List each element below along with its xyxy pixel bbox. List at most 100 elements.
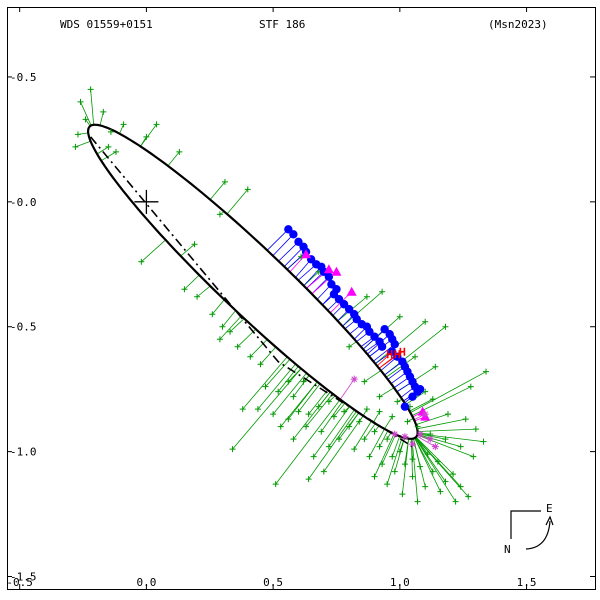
micrometer-point (120, 121, 127, 128)
star-point (401, 433, 409, 441)
micrometer-point (422, 483, 429, 490)
micrometer-residual-line (250, 339, 268, 357)
micrometer-residual-line (362, 408, 368, 416)
micrometer-residual-line (342, 291, 383, 327)
micrometer-point (429, 396, 436, 403)
micrometer-point (143, 133, 150, 140)
micrometer-point (457, 443, 464, 450)
micrometer-point (310, 453, 317, 460)
micrometer-residual-line (391, 436, 401, 457)
micrometer-residual-line (328, 409, 355, 447)
star-point (421, 410, 429, 418)
y-tick-label: -1.5 (10, 571, 37, 584)
micrometer-residual-line (90, 89, 95, 125)
micrometer-point (384, 436, 391, 443)
micrometer-point (371, 473, 378, 480)
micrometer-point (153, 121, 160, 128)
x-tick-label: 0.5 (263, 576, 283, 589)
micrometer-point (290, 436, 297, 443)
x-tick-label: 1.5 (517, 576, 537, 589)
micrometer-residual-line (417, 418, 466, 430)
speckle-residual-line (266, 229, 289, 251)
micrometer-point (366, 453, 373, 460)
micrometer-residual-line (293, 391, 331, 440)
y-tick-label: -0.5 (10, 71, 37, 84)
micrometer-point (105, 143, 112, 150)
micrometer-point (305, 411, 312, 418)
micrometer-residual-line (394, 437, 405, 472)
micrometer-point (216, 211, 223, 218)
micrometer-point (467, 383, 474, 390)
micrometer-residual-line (308, 389, 329, 415)
micrometer-residual-line (364, 370, 382, 383)
micrometer-point (270, 411, 277, 418)
micrometer-point (346, 343, 353, 350)
micrometer-residual-line (275, 399, 341, 485)
speckle-point (289, 230, 298, 239)
micrometer-point (445, 411, 451, 418)
micrometer-point (389, 413, 396, 420)
micrometer-point (371, 428, 378, 435)
micrometer-point (363, 406, 370, 413)
micrometer-point (376, 393, 383, 400)
micrometer-residual-line (75, 140, 91, 148)
speckle-residual-line (278, 241, 299, 262)
micrometer-residual-line (257, 363, 296, 410)
micrometer-residual-line (417, 434, 474, 457)
micrometer-point (384, 481, 391, 488)
star-point (416, 430, 424, 438)
micrometer-point (363, 293, 370, 300)
micrometer-point (74, 131, 81, 138)
x-tick-label: 0.0 (136, 576, 156, 589)
micrometer-residual-line (119, 124, 124, 134)
micrometer-point (396, 313, 403, 320)
micrometer-point (176, 148, 183, 155)
star-point (391, 430, 399, 438)
micrometer-residual-line (414, 437, 441, 492)
micrometer-point (379, 461, 386, 468)
measurement-marks (72, 86, 490, 505)
micrometer-residual-line (242, 356, 288, 410)
micrometer-residual-line (308, 411, 357, 480)
micrometer-point (219, 323, 226, 330)
micrometer-residual-line (219, 315, 242, 340)
micrometer-residual-line (333, 402, 346, 417)
micrometer-point (112, 148, 119, 155)
header-wds-id: WDS 01559+0151 (60, 18, 153, 31)
star-residual-line (416, 435, 436, 447)
micrometer-point (285, 378, 292, 385)
compass-arrowhead (545, 515, 554, 526)
micrometer-point (295, 408, 302, 415)
micrometer-point (277, 423, 284, 430)
micrometer-residual-line (374, 425, 380, 432)
micrometer-residual-line (167, 151, 180, 167)
micrometer-point (305, 476, 312, 483)
micrometer-point (82, 116, 89, 123)
star-residual-line (417, 434, 431, 440)
micrometer-point (272, 481, 279, 488)
measurement-residual-lines (75, 89, 487, 502)
compass-north-label: N (504, 543, 511, 556)
speckle-point (408, 392, 417, 401)
bracket-point (399, 347, 406, 356)
micrometer-residual-line (417, 433, 484, 443)
star-point (350, 375, 358, 383)
micrometer-residual-line (260, 346, 277, 365)
micrometer-point (480, 438, 487, 445)
micrometer-point (290, 393, 297, 400)
micrometer-point (396, 448, 403, 455)
micrometer-point (414, 423, 421, 430)
micrometer-point (424, 451, 431, 458)
micrometer-point (315, 403, 322, 410)
micrometer-point (442, 478, 449, 485)
micrometer-point (209, 311, 216, 318)
triangle-point (346, 286, 357, 296)
micrometer-point (194, 293, 201, 300)
micrometer-residual-line (209, 181, 226, 200)
micrometer-residual-line (298, 383, 321, 412)
micrometer-residual-line (386, 436, 403, 485)
micrometer-residual-line (417, 434, 461, 448)
micrometer-residual-line (140, 124, 157, 147)
micrometer-point (285, 416, 292, 423)
